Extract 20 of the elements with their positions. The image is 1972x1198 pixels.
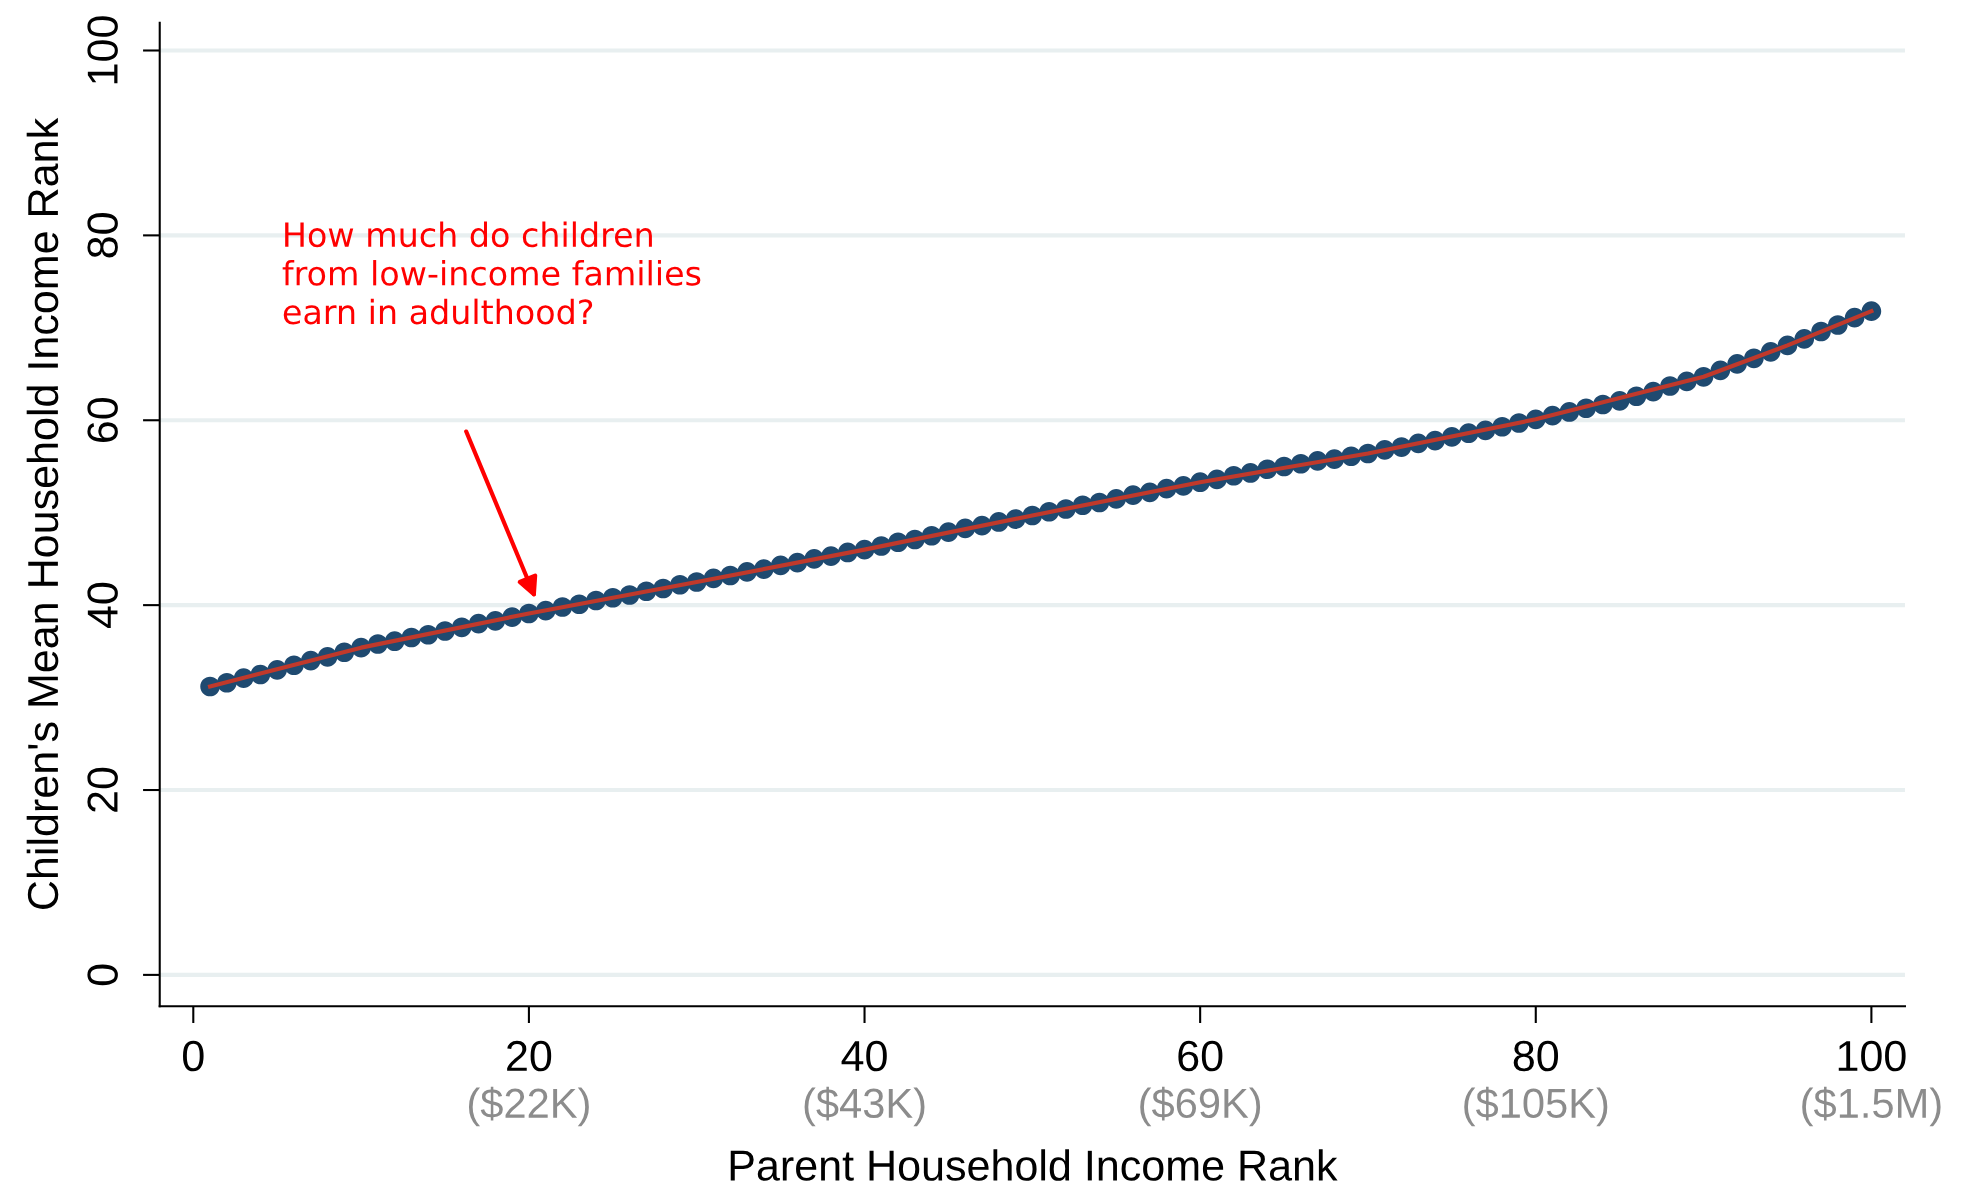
text: ($69K) bbox=[1140, 1086, 1261, 1127]
y-tick-label: 80 bbox=[87, 213, 118, 258]
x-tick-label: 100 bbox=[1838, 1040, 1906, 1072]
y-axis-title: Children's Mean Household Income Rank bbox=[26, 117, 59, 909]
y-tick-label: 40 bbox=[87, 582, 118, 629]
annotation: How much do children from low-income families earn in adulthood? bbox=[282, 221, 701, 325]
x-tick-label: 60 bbox=[1178, 1040, 1223, 1072]
y-tick-label: 0 bbox=[87, 964, 118, 986]
x-tick-label: 20 bbox=[507, 1040, 552, 1072]
y-tick-label: 60 bbox=[87, 397, 118, 443]
x-tick-label: 40 bbox=[841, 1040, 887, 1072]
x-tick-label: 0 bbox=[183, 1040, 204, 1072]
y-tick-label: 100 bbox=[87, 16, 118, 84]
x-axis-title: Parent Household Income Rank bbox=[730, 1149, 1338, 1181]
text: ($22K) bbox=[468, 1086, 589, 1127]
y-tick-label: 20 bbox=[87, 767, 118, 812]
text: ($105K) bbox=[1464, 1086, 1608, 1127]
text: ($1.5M) bbox=[1802, 1086, 1941, 1127]
x-tick-label: 80 bbox=[1513, 1040, 1559, 1072]
text: ($43K) bbox=[804, 1086, 925, 1127]
